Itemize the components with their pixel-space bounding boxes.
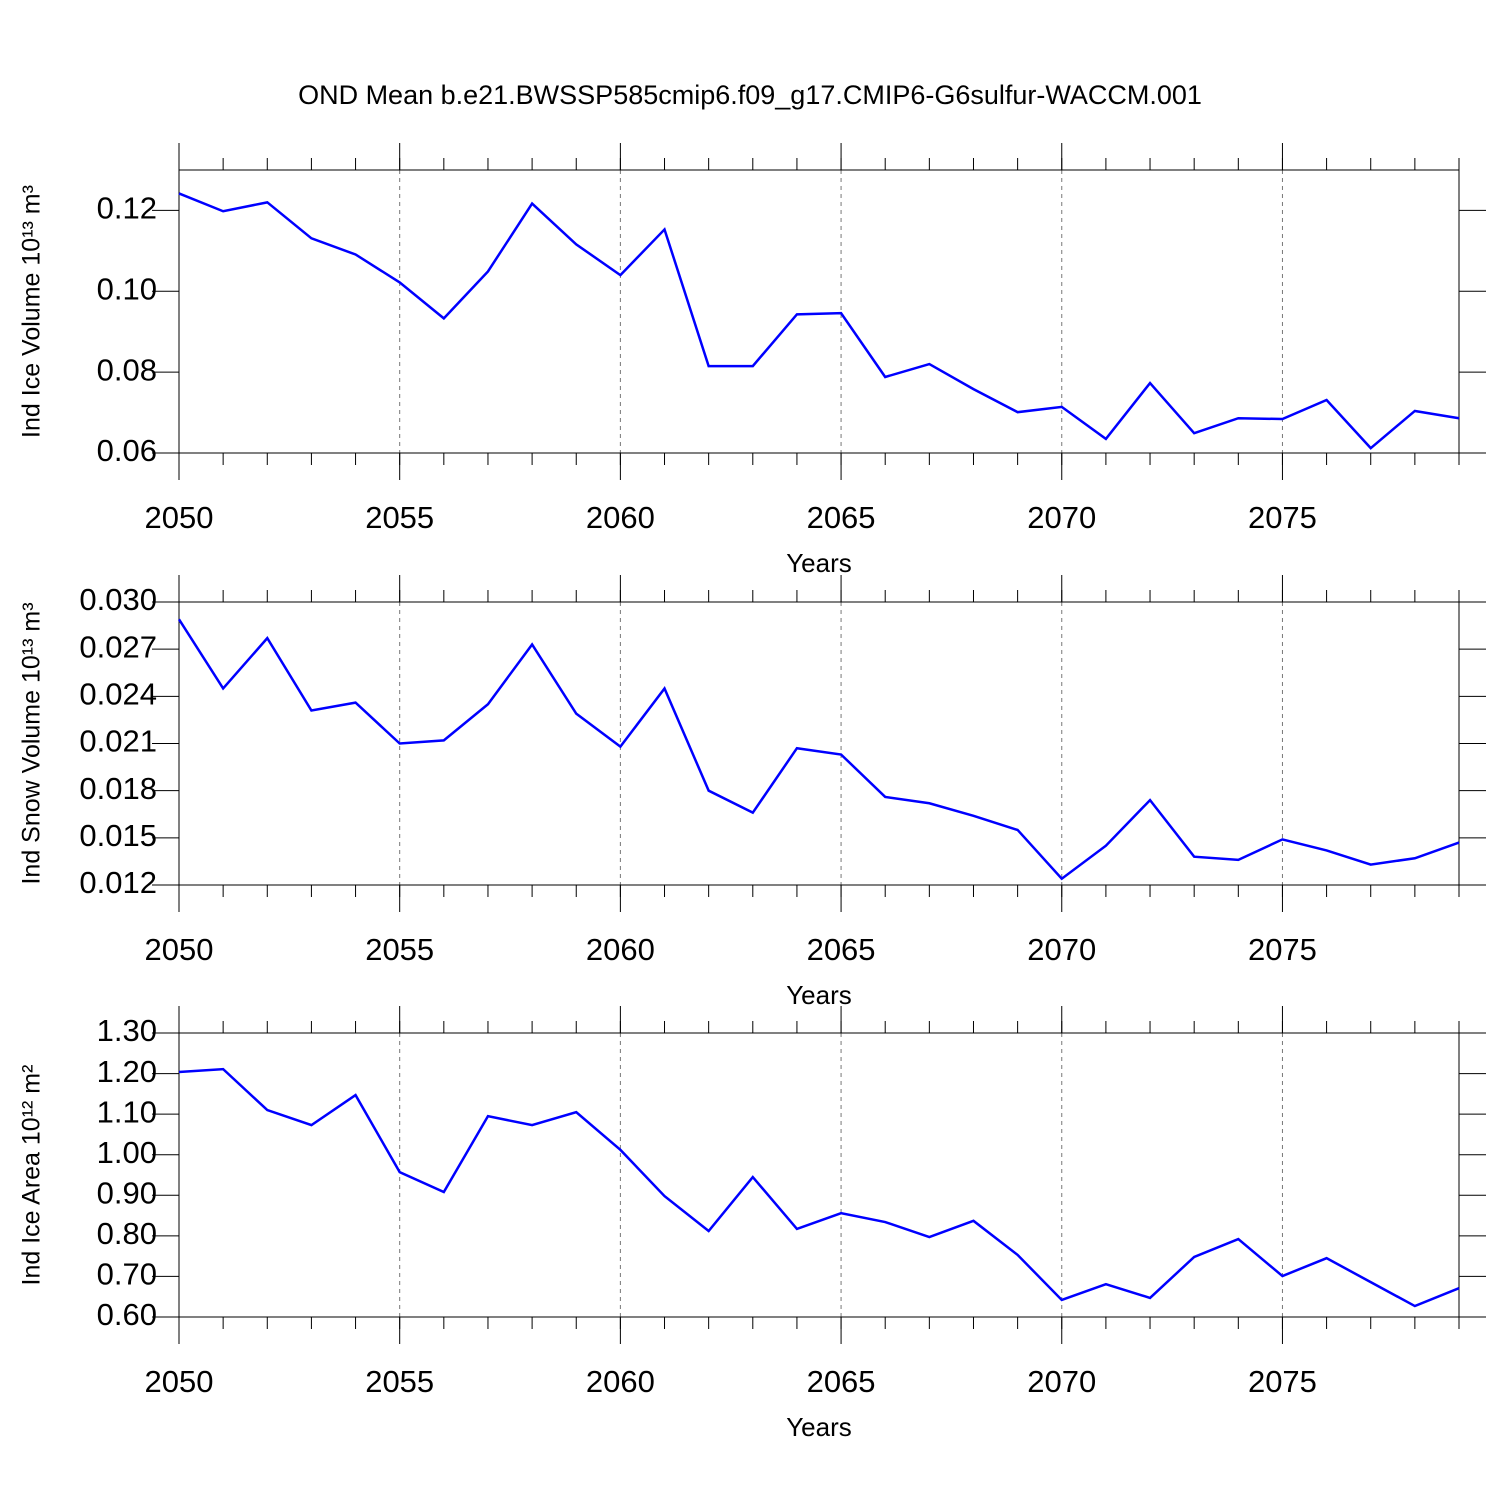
- y-axis-label: Ind Ice Area 10¹² m²: [18, 1065, 46, 1286]
- y-tick-label: 0.80: [97, 1216, 157, 1251]
- y-tick-label: 1.30: [97, 1013, 157, 1048]
- x-tick-label: 2050: [145, 1364, 214, 1399]
- plot-frame: [178, 169, 1460, 454]
- x-tick-label: 2060: [586, 1364, 655, 1399]
- x-axis-label: Years: [786, 980, 852, 1010]
- y-tick-label: 0.015: [79, 818, 157, 853]
- x-tick-label: 2050: [145, 932, 214, 967]
- y-tick-label: 1.00: [97, 1135, 157, 1170]
- y-tick-label: 0.024: [79, 677, 157, 712]
- x-axis-label: Years: [786, 1412, 852, 1442]
- x-tick-label: 2075: [1248, 1364, 1317, 1399]
- data-line: [178, 192, 1460, 450]
- y-axis-label: Ind Ice Volume 10¹³ m³: [18, 185, 46, 438]
- x-tick-label: 2070: [1027, 1364, 1096, 1399]
- x-tick-label: 2050: [145, 500, 214, 535]
- x-tick-label: 2065: [807, 1364, 876, 1399]
- y-tick-label: 0.08: [97, 352, 157, 387]
- x-tick-label: 2065: [807, 500, 876, 535]
- x-tick-label: 2060: [586, 500, 655, 535]
- y-tick-label: 1.10: [97, 1094, 157, 1129]
- y-tick-label: 0.12: [97, 191, 157, 226]
- x-tick-label: 2075: [1248, 932, 1317, 967]
- plot-frame: [178, 1032, 1460, 1318]
- x-axis-label: Years: [786, 548, 852, 578]
- y-tick-label: 0.012: [79, 865, 157, 900]
- y-tick-label: 0.60: [97, 1297, 157, 1332]
- x-tick-label: 2070: [1027, 500, 1096, 535]
- figure-title: OND Mean b.e21.BWSSP585cmip6.f09_g17.CMI…: [298, 80, 1202, 110]
- plot-frame: [178, 601, 1460, 886]
- x-tick-label: 2070: [1027, 932, 1096, 967]
- y-tick-label: 1.20: [97, 1054, 157, 1089]
- x-tick-label: 2075: [1248, 500, 1317, 535]
- y-tick-label: 0.018: [79, 771, 157, 806]
- x-tick-label: 2065: [807, 932, 876, 967]
- y-tick-label: 0.030: [79, 582, 157, 617]
- y-tick-label: 0.06: [97, 433, 157, 468]
- y-tick-label: 0.90: [97, 1175, 157, 1210]
- x-tick-label: 2055: [365, 500, 434, 535]
- x-tick-label: 2055: [365, 1364, 434, 1399]
- data-line: [178, 1067, 1460, 1308]
- y-axis-label: Ind Snow Volume 10¹³ m³: [18, 602, 46, 884]
- data-line: [177, 618, 1460, 881]
- x-tick-label: 2055: [365, 932, 434, 967]
- y-tick-label: 0.021: [79, 724, 157, 759]
- y-tick-label: 0.10: [97, 271, 157, 306]
- y-tick-label: 0.027: [79, 629, 157, 664]
- x-tick-label: 2060: [586, 932, 655, 967]
- y-tick-label: 0.70: [97, 1257, 157, 1292]
